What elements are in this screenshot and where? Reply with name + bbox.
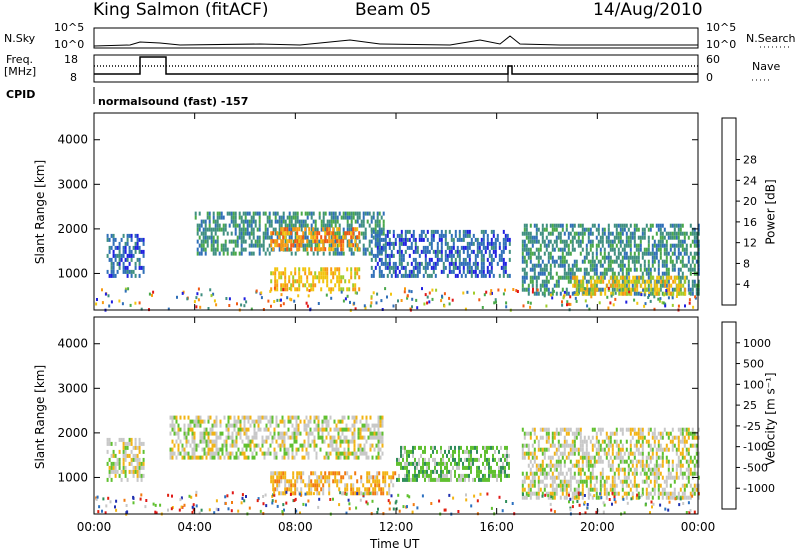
velocity-colorbar-tick-label: -25 bbox=[743, 420, 761, 433]
station-title: King Salmon (fitACF) bbox=[93, 0, 269, 20]
power-colorbar-tick-label: 8 bbox=[743, 257, 750, 270]
power-colorbar-tick-label: 16 bbox=[743, 216, 757, 229]
x-tick-label: 00:00 bbox=[681, 520, 716, 534]
velocity-colorbar-tick-label: -100 bbox=[743, 441, 768, 454]
beam-title: Beam 05 bbox=[355, 0, 432, 20]
power-y-tick-label: 1000 bbox=[57, 266, 88, 280]
freq-panel-frame bbox=[93, 54, 699, 83]
freq-label-1: Freq. bbox=[6, 53, 34, 66]
velocity-region-0 bbox=[106, 437, 145, 482]
date-title: 14/Aug/2010 bbox=[593, 0, 703, 20]
velocity-colorbar-tick-label: -500 bbox=[743, 461, 768, 474]
velocity-y-tick-label: 1000 bbox=[57, 470, 88, 484]
power-colorbar-tick-label: 28 bbox=[743, 154, 757, 167]
velocity-frame bbox=[93, 316, 699, 515]
power-region-4 bbox=[370, 229, 511, 278]
noise-tick-right-low: 10^0 bbox=[706, 38, 737, 51]
velocity-region-2 bbox=[270, 471, 397, 496]
x-tick-label: 20:00 bbox=[580, 520, 615, 534]
velocity-colorbar: 1000 500 100 25 -25 -100 -500 -1000 bbox=[721, 321, 775, 510]
power-colorbar-tick-label: 12 bbox=[743, 237, 757, 250]
noise-tick-left-high: 10^5 bbox=[54, 21, 85, 34]
velocity-y-tick-label: 2000 bbox=[57, 426, 88, 440]
cpid-text: normalsound (fast) -157 bbox=[98, 95, 249, 108]
noise-tick-left-low: 10^0 bbox=[54, 38, 85, 51]
x-tick-label: 00:00 bbox=[77, 520, 112, 534]
power-y-tick-label: 4000 bbox=[57, 133, 88, 147]
cpid-label: CPID bbox=[6, 88, 36, 101]
power-panel: 1000 2000 3000 4000 bbox=[57, 112, 700, 312]
velocity-panel: 00:00 04:00 08:00 12:00 16:00 20:00 00:00 1000 2… bbox=[57, 316, 716, 534]
power-colorbar: 4 8 12 16 20 24 28 bbox=[721, 117, 757, 306]
freq-label-2: [MHz] bbox=[4, 65, 37, 78]
velocity-colorbar-label: Velocity [m s⁻¹] bbox=[763, 372, 778, 466]
power-colorbar-tick-label: 24 bbox=[743, 174, 757, 187]
time-xlabel: Time UT bbox=[370, 537, 420, 551]
power-y-tick-label: 2000 bbox=[57, 222, 88, 236]
power-y-tick-label: 3000 bbox=[57, 177, 88, 191]
velocity-region-4 bbox=[521, 427, 700, 500]
power-colorbar-label: Power [dB] bbox=[763, 179, 778, 245]
velocity-ylabel: Slant Range [km] bbox=[33, 364, 48, 470]
velocity-colorbar-frame bbox=[721, 321, 737, 510]
noise-tick-right-high: 10^5 bbox=[706, 21, 737, 34]
velocity-region-1 bbox=[169, 415, 384, 460]
x-tick-label: 12:00 bbox=[379, 520, 414, 534]
x-tick-label: 04:00 bbox=[177, 520, 212, 534]
power-region-2 bbox=[270, 227, 361, 252]
power-frame bbox=[93, 112, 699, 311]
noise-trace bbox=[93, 35, 698, 47]
power-region-0 bbox=[106, 233, 145, 278]
velocity-y-tick-label: 4000 bbox=[57, 337, 88, 351]
velocity-colorbar-tick-label: -1000 bbox=[743, 482, 775, 495]
nsearch-label: N.Search bbox=[746, 32, 796, 45]
velocity-colorbar-tick-label: 25 bbox=[743, 399, 757, 412]
x-tick-label: 08:00 bbox=[278, 520, 313, 534]
velocity-region-3 bbox=[396, 445, 510, 482]
freq-tick-low: 8 bbox=[70, 71, 77, 84]
velocity-y-tick-label: 3000 bbox=[57, 381, 88, 395]
x-tick-label: 16:00 bbox=[479, 520, 514, 534]
power-colorbar-tick-label: 20 bbox=[743, 195, 757, 208]
power-colorbar-tick-label: 4 bbox=[743, 278, 750, 291]
velocity-colorbar-tick-label: 100 bbox=[743, 378, 764, 391]
nsky-label: N.Sky bbox=[4, 32, 36, 45]
power-region-3 bbox=[270, 267, 361, 292]
velocity-colorbar-tick-label: 500 bbox=[743, 358, 764, 371]
nave-tick-low: 0 bbox=[706, 71, 713, 84]
nave-tick-high: 60 bbox=[706, 53, 720, 66]
velocity-colorbar-tick-label: 1000 bbox=[743, 337, 771, 350]
power-ylabel: Slant Range [km] bbox=[33, 159, 48, 265]
noise-panel-frame bbox=[93, 27, 699, 49]
freq-tick-high: 18 bbox=[64, 53, 78, 66]
power-ground-scatter bbox=[95, 286, 697, 312]
nave-label: Nave bbox=[752, 60, 781, 73]
power-colorbar-frame bbox=[721, 117, 737, 306]
